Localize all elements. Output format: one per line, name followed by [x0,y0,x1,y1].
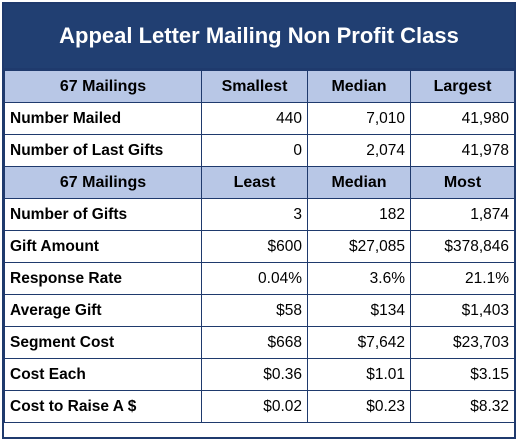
row-label: Number of Last Gifts [4,134,202,167]
value-cell: 41,978 [410,134,515,167]
header-cell: Smallest [201,70,308,103]
row-label: Cost Each [4,358,202,391]
value-cell: $8.32 [410,390,515,423]
value-cell: 3.6% [307,262,411,295]
value-cell: $134 [307,294,411,327]
header-cell: Least [201,166,308,199]
table-row: Number Mailed 440 7,010 41,980 [4,102,515,135]
header-cell: 67 Mailings [4,166,202,199]
value-cell: $58 [201,294,308,327]
section2-header-row: 67 Mailings Least Median Most [4,166,515,199]
value-cell: $7,642 [307,326,411,359]
value-cell: 0.04% [201,262,308,295]
value-cell: 182 [307,198,411,231]
row-label: Response Rate [4,262,202,295]
header-cell: Most [410,166,515,199]
mailing-stats-table: 67 Mailings Smallest Median Largest Numb… [4,70,515,423]
row-label: Segment Cost [4,326,202,359]
value-cell: $23,703 [410,326,515,359]
value-cell: $1.01 [307,358,411,391]
value-cell: 2,074 [307,134,411,167]
value-cell: 440 [201,102,308,135]
value-cell: 0 [201,134,308,167]
row-label: Gift Amount [4,230,202,263]
row-label: Average Gift [4,294,202,327]
value-cell: $668 [201,326,308,359]
header-cell: Largest [410,70,515,103]
value-cell: 1,874 [410,198,515,231]
value-cell: 41,980 [410,102,515,135]
value-cell: $0.02 [201,390,308,423]
value-cell: 7,010 [307,102,411,135]
table-row: Number of Gifts 3 182 1,874 [4,198,515,231]
value-cell: 3 [201,198,308,231]
row-label: Number of Gifts [4,198,202,231]
row-label: Cost to Raise A $ [4,390,202,423]
value-cell: $378,846 [410,230,515,263]
value-cell: $0.23 [307,390,411,423]
mailing-table-frame: Appeal Letter Mailing Non Profit Class 6… [2,2,516,439]
header-cell: 67 Mailings [4,70,202,103]
header-cell: Median [307,166,411,199]
value-cell: $1,403 [410,294,515,327]
value-cell: $0.36 [201,358,308,391]
table-row: Number of Last Gifts 0 2,074 41,978 [4,134,515,167]
table-title: Appeal Letter Mailing Non Profit Class [4,4,514,70]
value-cell: 21.1% [410,262,515,295]
value-cell: $3.15 [410,358,515,391]
table-row: Segment Cost $668 $7,642 $23,703 [4,326,515,359]
table-row: Cost to Raise A $ $0.02 $0.23 $8.32 [4,390,515,423]
section1-header-row: 67 Mailings Smallest Median Largest [4,70,515,103]
table-row: Response Rate 0.04% 3.6% 21.1% [4,262,515,295]
value-cell: $27,085 [307,230,411,263]
header-cell: Median [307,70,411,103]
table-row: Average Gift $58 $134 $1,403 [4,294,515,327]
table-row: Gift Amount $600 $27,085 $378,846 [4,230,515,263]
row-label: Number Mailed [4,102,202,135]
table-row: Cost Each $0.36 $1.01 $3.15 [4,358,515,391]
value-cell: $600 [201,230,308,263]
